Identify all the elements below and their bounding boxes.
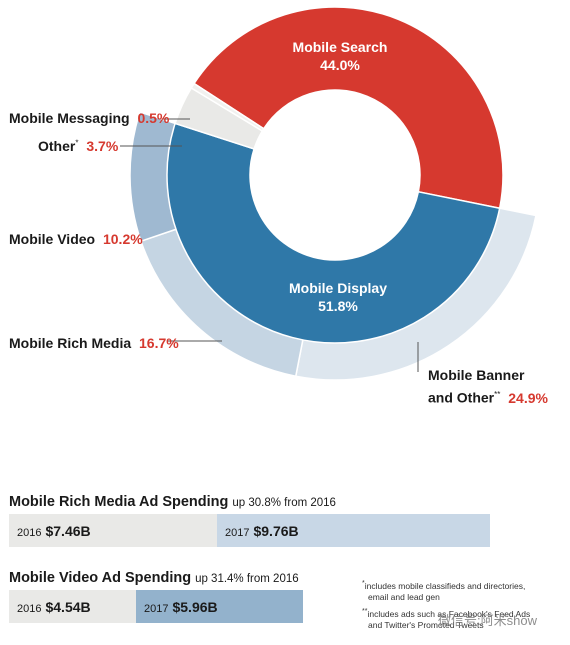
mobile-banner-label: Mobile Banner and Other** 24.9% (428, 366, 548, 408)
video-bar-subtitle: up 31.4% from 2016 (195, 573, 299, 585)
watermark-text: 微信号:阿米show (438, 613, 537, 628)
mobile-rich-media-pct: 16.7% (139, 335, 179, 351)
video-bar-title-text: Mobile Video Ad Spending (9, 570, 192, 586)
other-name: Other (38, 138, 76, 154)
slice-mobile-search (193, 6, 504, 210)
mobile-messaging-name: Mobile Messaging (9, 110, 130, 126)
mobile-display-name: Mobile Display (288, 280, 388, 296)
video-bar-2017-year: 2017 (144, 603, 169, 615)
mobile-video-name: Mobile Video (9, 231, 96, 247)
footnote-1-line1: includes mobile classifieds and director… (364, 580, 526, 591)
video-bar-title: Mobile Video Ad Spending up 31.4% from 20… (9, 570, 299, 586)
inner-ring (166, 6, 504, 344)
rich-media-bar-2016: 2016 $7.46B (9, 514, 217, 547)
mobile-banner-line1: Mobile Banner (428, 367, 525, 383)
mobile-video-label: Mobile Video 10.2% (9, 231, 143, 247)
outer-ring (129, 111, 537, 381)
other-pct: 3.7% (86, 138, 119, 154)
leader-lines (120, 118, 419, 372)
mobile-rich-media-label: Mobile Rich Media 16.7% (9, 335, 179, 351)
rich-media-bar-subtitle: up 30.8% from 2016 (232, 497, 336, 509)
footnote-2-line2: and Twitter's Promoted Tweets (368, 619, 484, 630)
mobile-banner-pct: 24.9% (508, 389, 548, 406)
rich-media-bar-title: Mobile Rich Media Ad Spending up 30.8% fr… (9, 494, 336, 510)
other-label: Other* 3.7% (38, 138, 118, 154)
donut-chart (120, 6, 537, 381)
rich-media-bar-2016-value: $7.46B (45, 523, 91, 539)
footnote-1: *includes mobile classifieds and directo… (362, 578, 525, 603)
mobile-display-pct: 51.8% (318, 298, 358, 314)
video-bar-2017: 2017 $5.96B (136, 590, 303, 623)
slice-mobile-messaging (190, 82, 265, 132)
video-bar-2016-value: $4.54B (45, 599, 91, 615)
rich-media-bar-title-text: Mobile Rich Media Ad Spending (9, 494, 229, 510)
watermark: 微信号:阿米show (438, 610, 537, 629)
rich-media-bar-2017-value: $9.76B (253, 523, 299, 539)
other-mark: * (75, 138, 79, 148)
footnote-1-mark: * (362, 580, 365, 587)
footnote-2-mark: ** (362, 608, 368, 615)
footnote-1-line2: email and lead gen (368, 591, 440, 602)
video-bar-2016: 2016 $4.54B (9, 590, 136, 623)
mobile-rich-media-name: Mobile Rich Media (9, 335, 132, 351)
video-bar-2016-year: 2016 (17, 603, 42, 615)
footnote-2-line1: includes ads such as Facebook's Feed Ads (367, 608, 531, 619)
mobile-video-pct: 10.2% (102, 231, 143, 247)
rich-media-bar-2016-year: 2016 (17, 527, 42, 539)
mobile-search-label: Mobile Search 44.0% (270, 38, 410, 74)
mobile-search-name: Mobile Search (292, 39, 388, 55)
video-bar-2017-value: $5.96B (172, 599, 218, 615)
mobile-banner-line2: and Other (428, 389, 495, 406)
mobile-display-label: Mobile Display 51.8% (268, 279, 408, 315)
rich-media-bar-2017: 2017 $9.76B (217, 514, 490, 547)
mobile-banner-mark: ** (494, 390, 501, 399)
slice-mobile-display (166, 122, 501, 344)
mobile-messaging-label: Mobile Messaging 0.5% (9, 110, 169, 126)
footnote-2: **includes ads such as Facebook's Feed A… (362, 606, 530, 631)
mobile-messaging-pct: 0.5% (137, 110, 170, 126)
mobile-search-pct: 44.0% (320, 57, 360, 73)
rich-media-bar-2017-year: 2017 (225, 527, 250, 539)
